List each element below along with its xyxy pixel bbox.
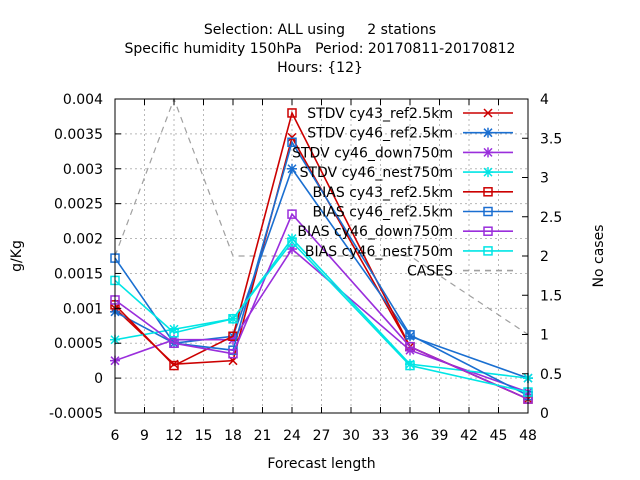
legend-entry: STDV cy46_nest750m: [300, 165, 513, 181]
data-point: [405, 341, 415, 352]
y2-tick-label: 1.5: [540, 288, 562, 304]
axis-ticks: 6 9 12 15 18 21 24 27 30 33 36 39 42 45 48-0.000500.00…: [49, 92, 562, 444]
y-tick-label: 0.004: [63, 92, 103, 108]
cases-series: [114, 97, 529, 335]
y2-tick-label: 3.5: [540, 131, 562, 147]
data-point: [483, 127, 493, 138]
y-tick-label: 0.002: [63, 232, 103, 248]
legend-entry: BIAS cy46_ref2.5km: [313, 205, 513, 221]
x-tick-label: 24: [283, 428, 301, 444]
data-point: [483, 206, 493, 217]
data-point: [483, 147, 493, 158]
y-axis-label: g/Kg: [9, 240, 25, 272]
series-line: [114, 237, 529, 379]
y-tick-label: 0: [94, 371, 103, 387]
legend-label: STDV cy43_ref2.5km: [307, 106, 453, 122]
x-tick-label: 33: [372, 428, 390, 444]
y2-tick-label: 2.5: [540, 210, 562, 226]
legend-label: STDV cy46_down750m: [292, 145, 453, 161]
data-point: [169, 338, 179, 348]
title-line: Hours: {12}: [277, 60, 363, 76]
y2-tick-label: 0: [540, 406, 549, 422]
x-tick-label: 15: [195, 428, 213, 444]
legend-label: BIAS cy46_ref2.5km: [313, 205, 453, 221]
data-point: [228, 348, 238, 359]
x-tick-label: 27: [313, 428, 331, 444]
y-tick-label: 0.0015: [54, 266, 103, 282]
data-point: [169, 360, 179, 371]
legend: STDV cy43_ref2.5km STDV cy46_ref2.5km STDV…: [292, 106, 513, 280]
legend-label: STDV cy46_nest750m: [300, 165, 453, 181]
chart-title: Selection: ALL using 2 stations Specific …: [125, 22, 516, 76]
marker-stroke: [287, 132, 297, 142]
data-point: [287, 237, 297, 247]
marker-stroke: [483, 108, 493, 118]
data-point: [405, 330, 415, 340]
x-tick-label: 18: [224, 428, 242, 444]
y-tick-label: 0.0025: [54, 197, 103, 213]
y-tick-label: 0.003: [63, 162, 103, 178]
y2-tick-label: 4: [540, 92, 549, 108]
y-tick-label: -0.0005: [49, 406, 103, 422]
legend-label: CASES: [407, 264, 453, 280]
x-tick-label: 39: [431, 428, 449, 444]
x-tick-label: 36: [401, 428, 419, 444]
legend-entry: STDV cy46_ref2.5km: [307, 126, 513, 142]
data-point: [287, 209, 297, 219]
y2-tick-label: 2: [540, 249, 549, 265]
y-tick-label: 0.0035: [54, 127, 103, 143]
legend-entry: STDV cy46_down750m: [292, 145, 513, 161]
series-line: [114, 212, 529, 400]
x-tick-label: 48: [519, 428, 537, 444]
legend-label: STDV cy46_ref2.5km: [307, 126, 453, 142]
data-point: [228, 314, 238, 324]
x-tick-label: 21: [254, 428, 272, 444]
y2-tick-label: 1: [540, 328, 549, 344]
series-line: [114, 240, 529, 393]
y2-axis-label: No cases: [591, 225, 607, 288]
legend-label: BIAS cy46_nest750m: [305, 244, 453, 260]
legend-label: BIAS cy46_down750m: [297, 224, 453, 240]
x-tick-label: 12: [165, 428, 183, 444]
data-point: [483, 226, 493, 236]
data-point: [483, 246, 493, 256]
y2-tick-label: 3: [540, 171, 549, 187]
y2-tick-label: 0.5: [540, 367, 562, 383]
y-tick-label: 0.0005: [54, 336, 103, 352]
series-line: [114, 167, 529, 379]
data-point: [287, 163, 297, 174]
series-line: [114, 140, 529, 397]
data-point: [483, 108, 493, 118]
data-point: [483, 187, 493, 197]
data-point: [287, 132, 297, 142]
series-group: [110, 108, 533, 404]
legend-entry: BIAS cy43_ref2.5km: [313, 185, 513, 201]
legend-entry: BIAS cy46_nest750m: [305, 244, 513, 260]
x-axis-label: Forecast length: [267, 456, 375, 472]
data-point: [287, 108, 297, 118]
x-tick-label: 45: [490, 428, 508, 444]
data-point: [483, 167, 493, 178]
series-line: [114, 247, 529, 393]
x-tick-label: 30: [342, 428, 360, 444]
legend-label: BIAS cy43_ref2.5km: [313, 185, 453, 201]
title-line: Specific humidity 150hPa Period: 2017081…: [125, 41, 516, 57]
legend-entry: CASES: [407, 264, 513, 280]
series: [110, 237, 533, 397]
x-tick-label: 9: [140, 428, 149, 444]
y-tick-label: 0.001: [63, 301, 103, 317]
data-point: [169, 328, 179, 338]
legend-entry: BIAS cy46_down750m: [297, 224, 513, 240]
legend-entry: STDV cy43_ref2.5km: [307, 106, 513, 122]
x-tick-label: 6: [111, 428, 120, 444]
cases-line: [114, 97, 529, 335]
data-point: [405, 360, 415, 371]
title-line: Selection: ALL using 2 stations: [204, 22, 436, 38]
data-point: [287, 137, 297, 148]
x-tick-label: 42: [460, 428, 478, 444]
